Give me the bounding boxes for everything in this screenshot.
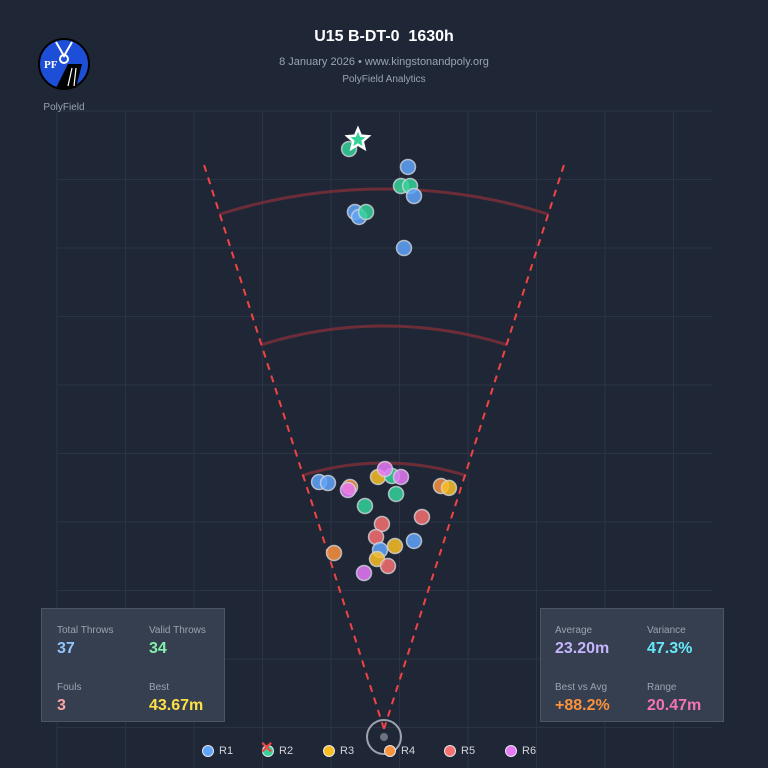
r4-marker-icon (384, 745, 396, 757)
legend-item-r1[interactable]: R1 (202, 745, 233, 757)
distance-arcs (219, 187, 549, 478)
logo-label: PolyField (43, 102, 85, 113)
stat-best: Best 43.67m (149, 682, 204, 714)
polyfield-logo-icon: PF (38, 38, 90, 90)
stat-valid-throws: Valid Throws 34 (149, 625, 206, 657)
stat-total-throws: Total Throws 37 (57, 625, 114, 657)
throw-points (310, 125, 458, 582)
throw-point-r1 (395, 239, 413, 257)
r3-marker-icon (323, 745, 335, 757)
sector-lines (203, 164, 565, 730)
stat-variance: Variance 47.3% (647, 625, 693, 657)
stat-range: Range 20.47m (647, 682, 702, 714)
distance-arc (260, 324, 508, 347)
throw-point-r6 (376, 460, 394, 478)
throw-point-r2 (356, 497, 374, 515)
stats-panel-left: Total Throws 37 Valid Throws 34 Fouls 3 Bes… (41, 608, 225, 722)
legend-item-r4[interactable]: R4 (384, 745, 415, 757)
throw-point-r5 (379, 557, 397, 575)
throw-point-r1 (405, 187, 423, 205)
legend-item-r2[interactable]: ✕ R2 (260, 740, 294, 757)
throw-point-r2 (357, 203, 375, 221)
throw-point-r1 (405, 532, 423, 550)
brand-text: PolyField Analytics (342, 74, 426, 85)
r6-marker-icon (505, 745, 517, 757)
page-subtitle: 8 January 2026 • www.kingstonandpoly.org (279, 56, 489, 68)
stats-panel-right: Average 23.20m Variance 47.3% Best vs Avg +… (540, 608, 724, 722)
page-title: U15 B-DT-0 1630h (314, 28, 454, 45)
throw-point-r4 (325, 544, 343, 562)
stat-best-vs-avg: Best vs Avg +88.2% (555, 682, 610, 714)
r5-marker-icon (444, 745, 456, 757)
throw-point-r3 (440, 479, 458, 497)
stat-average: Average 23.20m (555, 625, 610, 657)
throw-point-r3 (386, 537, 404, 555)
legend-item-r6[interactable]: R6 (505, 745, 536, 757)
r1-marker-icon (202, 745, 214, 757)
throw-point-r6 (392, 468, 410, 486)
throw-point-r1 (399, 158, 417, 176)
best-throw-star-icon (344, 125, 372, 152)
throw-point-r5 (413, 508, 431, 526)
stat-fouls: Fouls 3 (57, 682, 82, 714)
throw-point-r1 (319, 474, 337, 492)
throw-point-r6 (339, 481, 357, 499)
distance-arc (219, 187, 549, 216)
throw-point-r2 (387, 485, 405, 503)
r2-marker-hidden-icon: ✕ (260, 740, 274, 757)
throw-point-r6 (355, 564, 373, 582)
legend-item-r5[interactable]: R5 (444, 745, 475, 757)
legend-item-r3[interactable]: R3 (323, 745, 354, 757)
legend: R1 ✕ R2 R3 R4 R5 R6 (0, 740, 768, 761)
sector-line (203, 164, 385, 730)
svg-text:PF: PF (44, 59, 58, 71)
